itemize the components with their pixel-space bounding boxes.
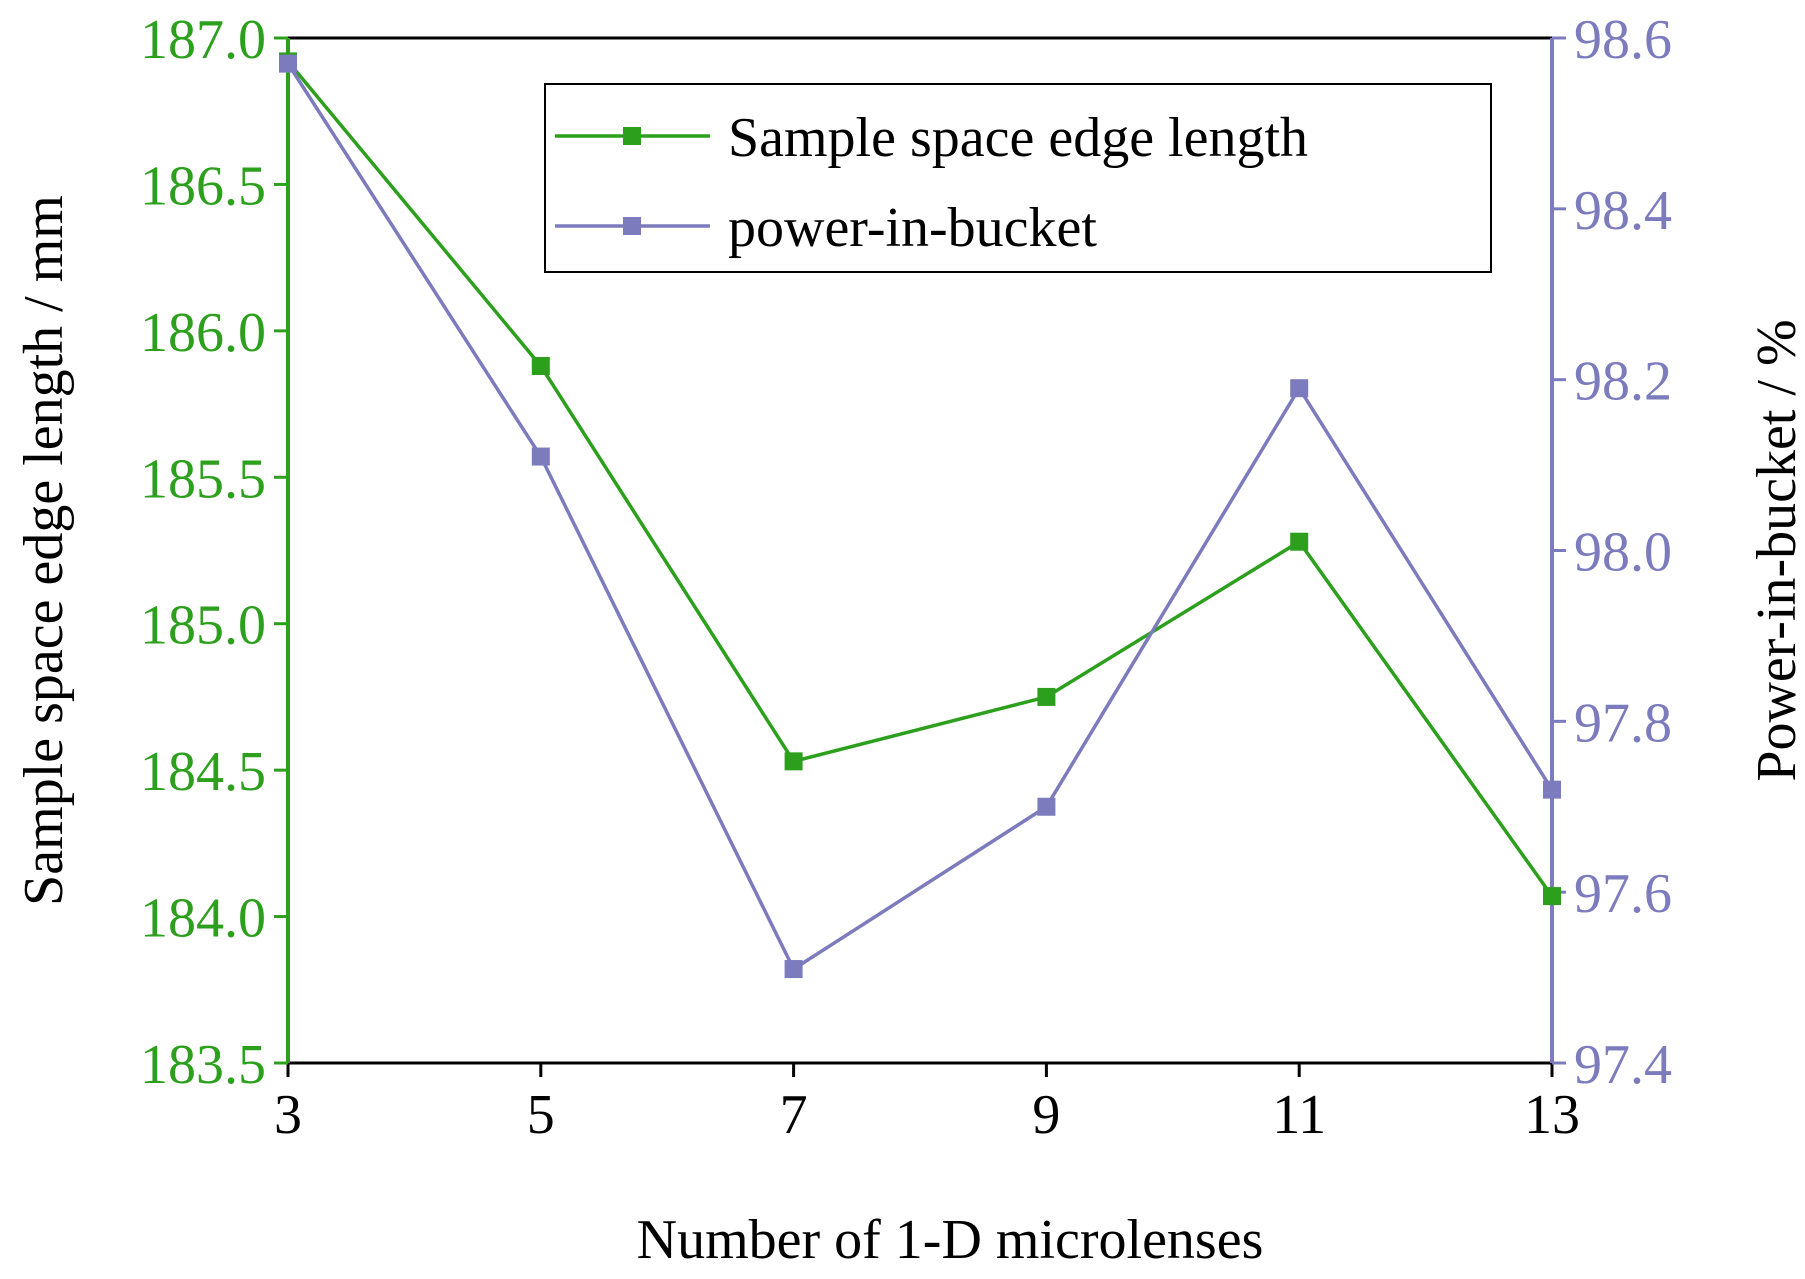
data-point-edge-length-7 <box>784 752 803 771</box>
left-y-axis-title: Sample space edge length / mm <box>13 195 75 906</box>
left-y-tick-label: 185.5 <box>140 448 266 510</box>
x-tick-label: 3 <box>274 1084 302 1146</box>
x-tick-label: 7 <box>780 1084 808 1146</box>
series-line-power-in-bucket <box>286 62 1554 972</box>
data-point-power-in-bucket-7 <box>784 960 803 979</box>
right-y-tick-label: 97.4 <box>1574 1034 1672 1096</box>
data-point-edge-length-13 <box>1543 887 1561 906</box>
x-axis-title: Number of 1-D microlenses <box>637 1209 1264 1271</box>
left-y-tick-label: 186.5 <box>140 155 266 217</box>
x-tick-label: 13 <box>1524 1084 1580 1146</box>
series-layer <box>279 52 1561 979</box>
legend-box <box>544 83 1492 273</box>
data-point-power-in-bucket-13 <box>1543 780 1561 799</box>
legend: Sample space edge length power-in-bucket <box>544 83 1492 273</box>
left-y-tick-label: 185.0 <box>140 595 266 657</box>
right-y-tick-label: 98.2 <box>1574 351 1672 413</box>
data-point-edge-length-9 <box>1037 687 1056 706</box>
axes-layer: 3 5 7 9 11 13 183.5 184.0 184.5 185.0 185.5 186.0 18… <box>13 9 1805 1271</box>
legend-label: Sample space edge length <box>728 107 1308 169</box>
left-y-tick-label: 186.0 <box>140 302 266 364</box>
series-line-edge-length <box>286 60 1554 898</box>
legend-marker <box>623 127 641 145</box>
right-y-tick-label: 97.8 <box>1574 692 1672 754</box>
x-tick-label: 5 <box>527 1084 555 1146</box>
right-y-tick-label: 98.4 <box>1574 180 1672 242</box>
data-point-power-in-bucket-11 <box>1290 379 1309 398</box>
right-y-tick-label: 98.6 <box>1574 9 1672 71</box>
data-point-power-in-bucket-9 <box>1037 797 1056 816</box>
right-y-tick-label: 98.0 <box>1574 522 1672 584</box>
data-point-edge-length-5 <box>531 357 550 375</box>
legend-label: power-in-bucket <box>728 197 1097 259</box>
right-y-axis-title: Power-in-bucket / % <box>1746 319 1805 781</box>
left-y-tick-label: 183.5 <box>140 1034 266 1096</box>
left-y-tick-label: 187.0 <box>140 9 266 71</box>
x-tick-label: 11 <box>1272 1084 1326 1146</box>
right-y-tick-label: 97.6 <box>1574 863 1672 925</box>
left-y-tick-label: 184.0 <box>140 888 266 950</box>
data-point-edge-length-11 <box>1290 532 1309 551</box>
legend-marker <box>623 217 641 235</box>
data-point-power-in-bucket-3 <box>279 54 297 73</box>
left-y-tick-label: 184.5 <box>140 741 266 803</box>
x-tick-label: 9 <box>1032 1084 1060 1146</box>
data-point-power-in-bucket-5 <box>531 447 550 466</box>
